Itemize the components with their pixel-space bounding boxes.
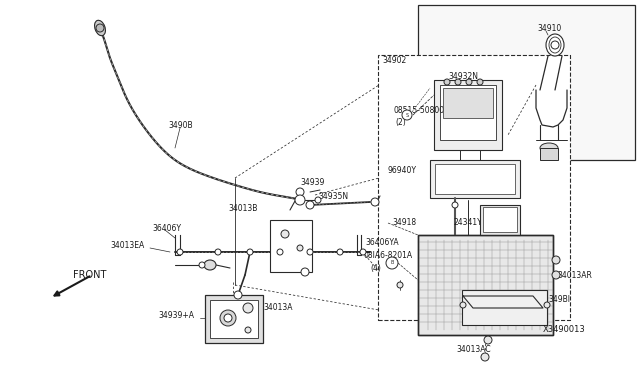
Text: 34910: 34910 [537,23,561,32]
Circle shape [552,271,560,279]
Circle shape [455,79,461,85]
Text: 34013AC: 34013AC [456,346,491,355]
Bar [462,290,547,325]
Bar [418,235,553,335]
Text: 34939: 34939 [300,177,324,186]
Bar [540,148,558,160]
Ellipse shape [546,34,564,56]
Ellipse shape [549,37,561,53]
Text: 36406Y: 36406Y [152,224,181,232]
Circle shape [371,198,379,206]
Circle shape [215,249,221,255]
Circle shape [306,201,314,209]
Bar [434,80,502,150]
Bar [210,300,258,338]
Circle shape [484,336,492,344]
Circle shape [247,249,253,255]
Circle shape [245,327,251,333]
Text: 34932N: 34932N [448,71,478,80]
Circle shape [477,79,483,85]
Bar [480,205,520,235]
Circle shape [337,249,343,255]
Circle shape [402,110,412,120]
Bar [435,164,515,194]
Circle shape [199,262,205,268]
Bar [418,5,635,160]
Circle shape [452,202,458,208]
Bar [483,207,517,232]
Ellipse shape [540,143,558,153]
Circle shape [295,195,305,205]
Circle shape [224,314,232,322]
Text: 349BI: 349BI [548,295,570,305]
Circle shape [281,230,289,238]
Text: 34935N: 34935N [318,192,348,201]
Text: 08515-50800: 08515-50800 [393,106,444,115]
Circle shape [220,310,236,326]
Text: X3490013: X3490013 [543,326,586,334]
Text: 96940Y: 96940Y [388,166,417,174]
Bar [205,295,263,343]
Circle shape [552,256,560,264]
Text: (2): (2) [395,118,406,126]
Bar [378,55,570,320]
Bar [430,160,520,198]
Circle shape [296,188,304,196]
Circle shape [177,249,183,255]
Text: 36406YA: 36406YA [365,237,399,247]
Ellipse shape [204,260,216,270]
Circle shape [307,249,313,255]
Circle shape [397,282,403,288]
Text: (4): (4) [370,263,381,273]
Circle shape [544,302,550,308]
Bar [418,235,553,335]
Circle shape [243,303,253,313]
Circle shape [466,79,472,85]
Bar [440,85,496,140]
Text: FRONT: FRONT [73,270,106,280]
Circle shape [481,353,489,361]
Circle shape [386,257,398,269]
Text: 24341Y: 24341Y [454,218,483,227]
Text: S: S [405,112,408,118]
Circle shape [297,245,303,251]
Text: 34939+A: 34939+A [158,311,194,320]
Circle shape [315,197,321,203]
Text: 34941: 34941 [490,228,515,237]
Text: 08IA6-8201A: 08IA6-8201A [364,250,413,260]
Text: B: B [390,260,394,266]
Circle shape [277,249,283,255]
Circle shape [360,249,366,255]
Ellipse shape [95,20,106,36]
Circle shape [444,79,450,85]
Text: 34013A: 34013A [263,304,292,312]
Text: 34902: 34902 [382,55,406,64]
Circle shape [234,291,242,299]
Circle shape [301,268,309,276]
Text: 34013EA: 34013EA [110,241,144,250]
Circle shape [460,302,466,308]
Text: 34918: 34918 [392,218,416,227]
Circle shape [551,41,559,49]
Bar [270,220,312,272]
Text: 3490B: 3490B [168,121,193,129]
Text: 34013AR: 34013AR [557,270,592,279]
Circle shape [96,24,104,32]
Text: 34013B: 34013B [228,203,257,212]
Bar [443,88,493,118]
